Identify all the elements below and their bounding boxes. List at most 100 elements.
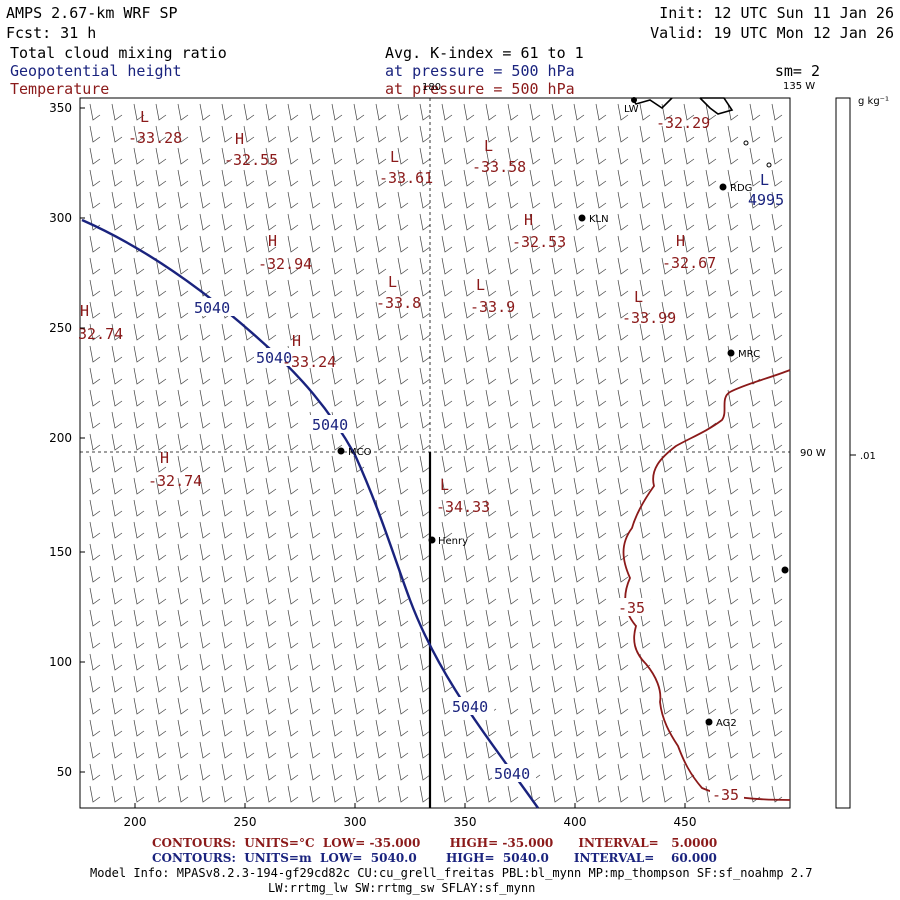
wind-barbs: [89, 103, 783, 803]
height-label: 5040: [494, 765, 530, 783]
plot-frame: [79, 97, 791, 809]
temp-extrema-value: -34.33: [436, 498, 490, 516]
x-axis: 200 250 300 350 400 450: [124, 803, 697, 829]
height-label: 5040: [194, 299, 230, 317]
model-info-2: LW:rrtmg_lw SW:rrtmg_sw SFLAY:sf_mynn: [268, 881, 535, 895]
temp-extrema-marker: H: [160, 449, 169, 467]
island-1: [743, 140, 749, 146]
station-dot: [727, 349, 735, 357]
colorbar-label: .01: [860, 451, 876, 462]
station-label: RDG: [730, 183, 752, 194]
x-tick-label: 400: [564, 815, 587, 829]
field-height-title: Geopotential height: [10, 62, 182, 80]
height-label: 5040: [256, 349, 292, 367]
station-markers: RDG KLN MRC MCO Henry AG2 LW: [337, 97, 789, 729]
x-tick-label: 300: [344, 815, 367, 829]
x-tick-label: 250: [234, 815, 257, 829]
temp-extrema-value: -33.24: [282, 353, 336, 371]
temp-extrema-value: -32.74: [148, 472, 202, 490]
island-2: [766, 162, 772, 168]
y-tick-label: 300: [49, 211, 72, 225]
model-info: Model Info: MPASv8.2.3-194-gf29cd82c CU:…: [90, 866, 812, 880]
y-tick-label: 200: [49, 431, 72, 445]
temp-extrema-value: -33.9: [470, 298, 515, 316]
field-temp-title: Temperature: [10, 80, 109, 98]
temp-extrema-value: -33.58: [472, 158, 526, 176]
temp-extrema-marker: H: [292, 332, 301, 350]
valid-time: Valid: 19 UTC Mon 12 Jan 26: [650, 24, 894, 42]
temp-label-bg: [616, 598, 650, 616]
station-dot: [705, 718, 713, 726]
station-dot: [781, 566, 789, 574]
temp-extrema-marker: L: [388, 273, 397, 291]
colorbar-box: [835, 97, 851, 809]
x-tick-label: 450: [674, 815, 697, 829]
colorbar: g kg⁻¹ .01: [835, 96, 889, 809]
y-tick-label: 250: [49, 321, 72, 335]
height-low-marker: L: [760, 171, 769, 189]
temp-extrema-marker: H: [524, 211, 533, 229]
temp-extrema-value: -32.55: [224, 151, 278, 169]
y-tick-label: 150: [49, 545, 72, 559]
temp-contour-label: -35: [712, 786, 739, 804]
y-tick-label: 50: [57, 765, 72, 779]
temp-extrema-marker: L: [440, 476, 449, 494]
temp-extrema-marker: L: [634, 288, 643, 306]
temp-extrema-marker: H: [235, 130, 244, 148]
height-label-bg: [254, 348, 298, 366]
temp-contour-info: CONTOURS: UNITS=°C LOW= -35.000 HIGH= -3…: [152, 836, 717, 850]
temp-extrema-value: 32.74: [78, 325, 123, 343]
axes: 200 250 300 350 400 450 350 300 250 200 …: [49, 101, 826, 829]
station-dot: [719, 183, 727, 191]
station-label: KLN: [589, 214, 609, 225]
wind-barb-set: [89, 103, 783, 803]
height-label-bg: [192, 298, 236, 316]
temp-extrema-value: -32.67: [662, 254, 716, 272]
temp-extrema-marker: L: [476, 276, 485, 294]
temp-extrema-marker: L: [484, 137, 493, 155]
height-contour-5040: [81, 218, 539, 809]
station-dot: [631, 97, 637, 103]
height-label: 5040: [312, 416, 348, 434]
station-label: AG2: [716, 718, 737, 729]
station-label: MCO: [348, 447, 372, 458]
temp-contour-label: -35: [618, 599, 645, 617]
temp-contour-labels: -35 -35: [616, 598, 744, 804]
init-time: Init: 12 UTC Sun 11 Jan 26: [659, 4, 894, 22]
field-cloud-title: Total cloud mixing ratio: [10, 44, 227, 62]
smoothing-info: sm= 2: [775, 62, 820, 80]
temp-extrema-value: -33.28: [128, 129, 182, 147]
lon-label-180: 180: [422, 82, 441, 93]
temp-extrema-value: -33.99: [622, 309, 676, 327]
lon-label-90w: 90 W: [800, 448, 826, 459]
height-label-bg: [310, 415, 354, 433]
field-cloud-info: Avg. K-index = 61 to 1: [385, 44, 584, 62]
model-title: AMPS 2.67-km WRF SP: [6, 4, 178, 22]
temp-extrema-marker: H: [80, 302, 89, 320]
y-tick-label: 350: [49, 101, 72, 115]
temp-extrema-marker: H: [676, 232, 685, 250]
y-tick-label: 100: [49, 655, 72, 669]
temp-extrema-value: -32.53: [512, 233, 566, 251]
header: AMPS 2.67-km WRF SP Init: 12 UTC Sun 11 …: [6, 4, 894, 98]
station-label: LW: [624, 104, 639, 115]
station-label: Henry: [438, 536, 468, 547]
height-label-bg: [492, 764, 536, 782]
temp-extrema-value: -32.94: [258, 255, 312, 273]
station-dot: [337, 447, 345, 455]
height-contour-labels: 5040 5040 5040 5040 5040 L 4995: [192, 171, 784, 783]
height-label-bg: [450, 697, 494, 715]
field-height-info: at pressure = 500 hPa: [385, 62, 575, 80]
temp-label-bg: [710, 785, 744, 803]
x-tick-label: 200: [124, 815, 147, 829]
x-tick-label: 350: [454, 815, 477, 829]
lon-label-135w: 135 W: [783, 81, 815, 92]
temperature-contour-minus35: [622, 369, 791, 801]
temp-extrema-marker: L: [140, 108, 149, 126]
y-axis: 350 300 250 200 150 100 50: [49, 101, 85, 779]
station-dot: [578, 214, 586, 222]
temperature-extrema: L -33.28 H -32.55 L -33.61 L -33.58 H -3…: [78, 108, 716, 516]
field-temp-info: at pressure = 500 hPa: [385, 80, 575, 98]
height-contour-info: CONTOURS: UNITS=m LOW= 5040.0 HIGH= 5040…: [152, 851, 717, 865]
